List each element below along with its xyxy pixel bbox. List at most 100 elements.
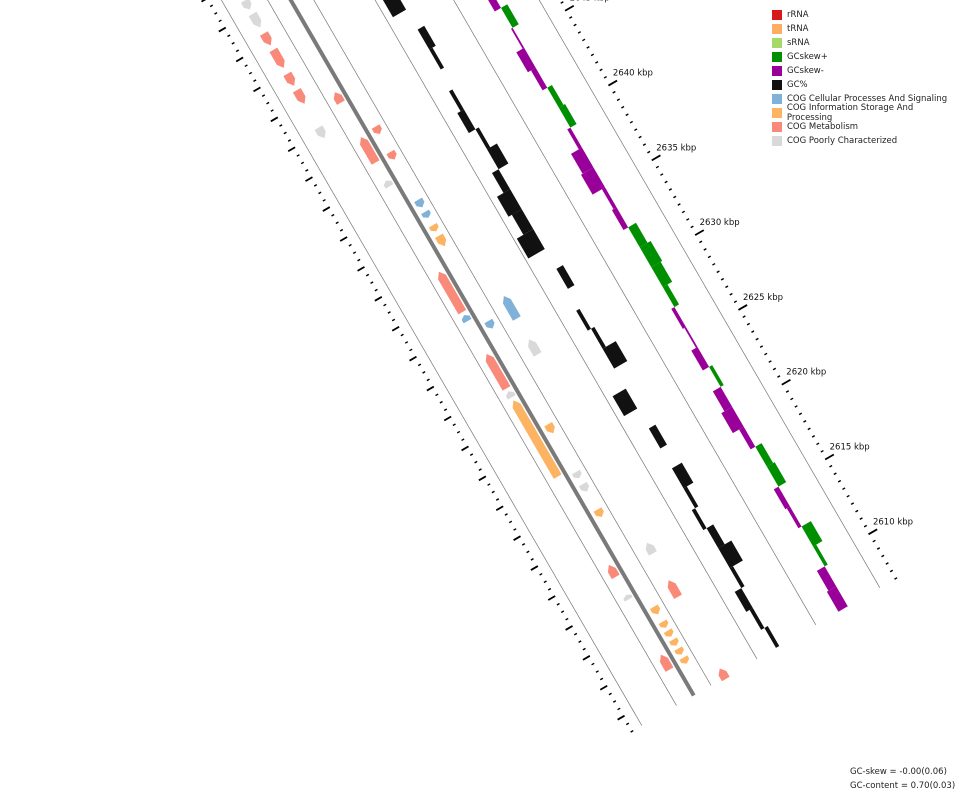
legend: rRNA tRNA sRNA GCskew+ GCskew- GC% COG C… (772, 8, 960, 148)
cds-feature-reverse (623, 594, 633, 602)
tick-label: 2630 kbp (700, 218, 740, 228)
gc-skew-bar (671, 307, 686, 329)
summary-stats: GC-skew = -0.00(0.06) GC-content = 0.70(… (850, 765, 955, 793)
minor-tick (725, 285, 729, 289)
minor-tick (686, 218, 690, 221)
gc-skew-bar (766, 462, 787, 487)
inner-tick (400, 333, 404, 337)
legend-label: COG Metabolism (787, 122, 859, 132)
inner-tick (578, 640, 582, 643)
inner-tick (365, 273, 370, 277)
inner-tick (270, 109, 274, 112)
minor-tick (872, 539, 876, 543)
minor-tick (894, 577, 898, 580)
minor-tick (777, 375, 781, 378)
cds-feature-reverse (360, 137, 380, 165)
minor-tick (746, 322, 751, 326)
gc-content-bar (516, 229, 545, 259)
inner-tick (387, 311, 391, 314)
minor-tick (759, 345, 764, 348)
cds-feature-forward (571, 469, 582, 479)
cds-feature-forward-outer (248, 11, 262, 28)
gc-skew-bar (684, 327, 698, 348)
minor-tick (833, 472, 837, 476)
gc-content-bar (648, 424, 667, 449)
gc-content-bar (749, 608, 765, 630)
cds-feature-reverse (461, 315, 472, 324)
inner-tick (352, 251, 357, 255)
legend-item-cog-metabolism: COG Metabolism (772, 120, 960, 134)
cds-feature-forward-outer (259, 31, 272, 46)
minor-tick (690, 225, 694, 229)
minor-tick (673, 195, 677, 199)
ring-boundary-line (267, 0, 677, 706)
gc-skew-bar (662, 284, 680, 308)
gc-content-bar (567, 288, 580, 309)
minor-tick (881, 554, 885, 558)
inner-tick (435, 393, 439, 397)
inner-tick (461, 445, 469, 452)
minor-tick (603, 75, 608, 79)
legend-label: sRNA (787, 38, 810, 48)
gc-skew-bar (611, 207, 629, 231)
inner-tick (582, 655, 591, 661)
inner-tick (370, 281, 374, 284)
tick-label: 2610 kbp (873, 517, 913, 527)
inner-tick (474, 460, 478, 464)
cds-feature-forward (371, 124, 382, 135)
minor-tick (846, 494, 850, 498)
gc-skew-bar (501, 4, 519, 28)
minor-tick (733, 300, 738, 304)
legend-item-cog-cellular: COG Cellular Processes And Signaling (772, 92, 960, 106)
minor-tick (590, 53, 595, 57)
cds-feature-forward (658, 619, 669, 628)
minor-tick (634, 128, 638, 132)
inner-tick (218, 19, 222, 23)
inner-tick (456, 430, 461, 434)
inner-tick (625, 722, 630, 726)
cds-feature-reverse (607, 564, 620, 580)
gc-skew-bar (511, 27, 525, 49)
minor-tick (647, 150, 651, 154)
minor-tick (863, 524, 868, 528)
inner-tick (235, 56, 244, 63)
legend-item-cog-poorly: COG Poorly Characterized (772, 134, 960, 148)
inner-tick (461, 438, 465, 442)
cds-feature-reverse (485, 353, 511, 391)
gc-content-bar (406, 9, 418, 30)
cds-feature-forward (434, 233, 447, 247)
minor-tick (660, 173, 664, 176)
cds-feature-forward-outer (314, 125, 326, 139)
minor-tick (586, 46, 590, 49)
inner-tick (543, 580, 547, 584)
inner-tick (391, 318, 396, 322)
inner-tick (478, 468, 482, 471)
inner-tick (261, 94, 266, 97)
inner-tick (530, 557, 534, 561)
gc-content-bar (612, 388, 638, 417)
minor-tick (816, 442, 820, 446)
minor-tick (560, 1, 564, 4)
major-tick (651, 154, 661, 162)
minor-tick (807, 427, 811, 431)
legend-label: COG Poorly Characterized (787, 136, 898, 146)
gc-skew-bar (755, 443, 774, 467)
cds-feature-forward (578, 481, 590, 492)
minor-tick (794, 405, 798, 408)
legend-swatch (772, 52, 782, 62)
minor-tick (616, 98, 621, 102)
gc-skew-bar (639, 240, 663, 268)
inner-tick (218, 26, 227, 33)
gc-skew-bar (581, 167, 606, 195)
minor-tick (569, 16, 573, 19)
gc-skew-bar (651, 261, 673, 288)
cds-feature-forward (663, 628, 674, 637)
minor-tick (595, 61, 599, 64)
inner-tick (556, 602, 560, 606)
legend-item-cog-information: COG Information Storage And Processing (772, 103, 960, 123)
inner-tick (391, 325, 400, 332)
inner-tick (530, 565, 539, 571)
cds-feature-forward-outer (269, 47, 285, 68)
legend-label: tRNA (787, 24, 809, 34)
